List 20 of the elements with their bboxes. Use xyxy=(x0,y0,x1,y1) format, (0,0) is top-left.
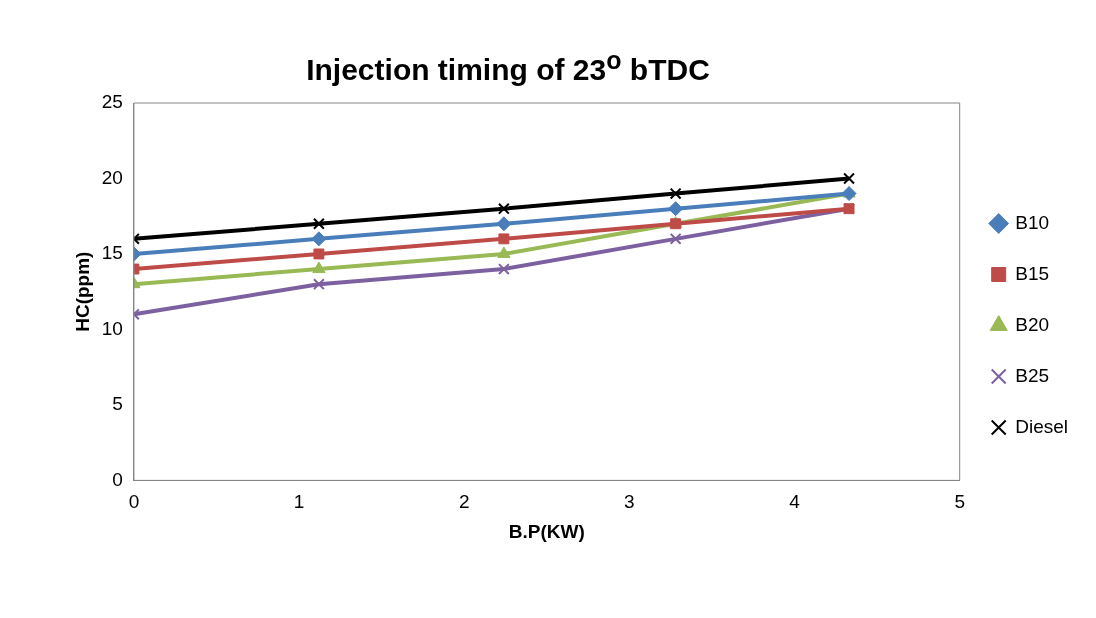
legend-label: Diesel xyxy=(1015,415,1069,437)
y-tick-label: 10 xyxy=(101,317,123,339)
x-tick-label: 3 xyxy=(624,491,635,513)
chart-title: Injection timing of 23$^{o}$ bTDC xyxy=(305,46,711,87)
legend-label: B10 xyxy=(1015,211,1050,233)
y-axis-title: HC(ppm) xyxy=(71,251,93,332)
x-tick-label: 5 xyxy=(954,491,965,513)
y-tick-label: 5 xyxy=(112,393,123,415)
x-tick-label: 4 xyxy=(789,491,801,513)
legend-label: B15 xyxy=(1015,262,1050,284)
y-tick-label: 20 xyxy=(101,166,123,188)
x-tick-label: 1 xyxy=(293,491,305,513)
legend-label: B20 xyxy=(1015,313,1050,335)
x-tick-label: 2 xyxy=(458,491,470,513)
x-tick-label: 0 xyxy=(128,491,140,513)
legend-label: B25 xyxy=(1015,364,1050,386)
x-axis-title: B.P(KW) xyxy=(508,520,585,542)
y-tick-label: 15 xyxy=(101,242,123,264)
y-tick-label: 0 xyxy=(112,468,123,490)
y-tick-label: 25 xyxy=(101,91,123,113)
